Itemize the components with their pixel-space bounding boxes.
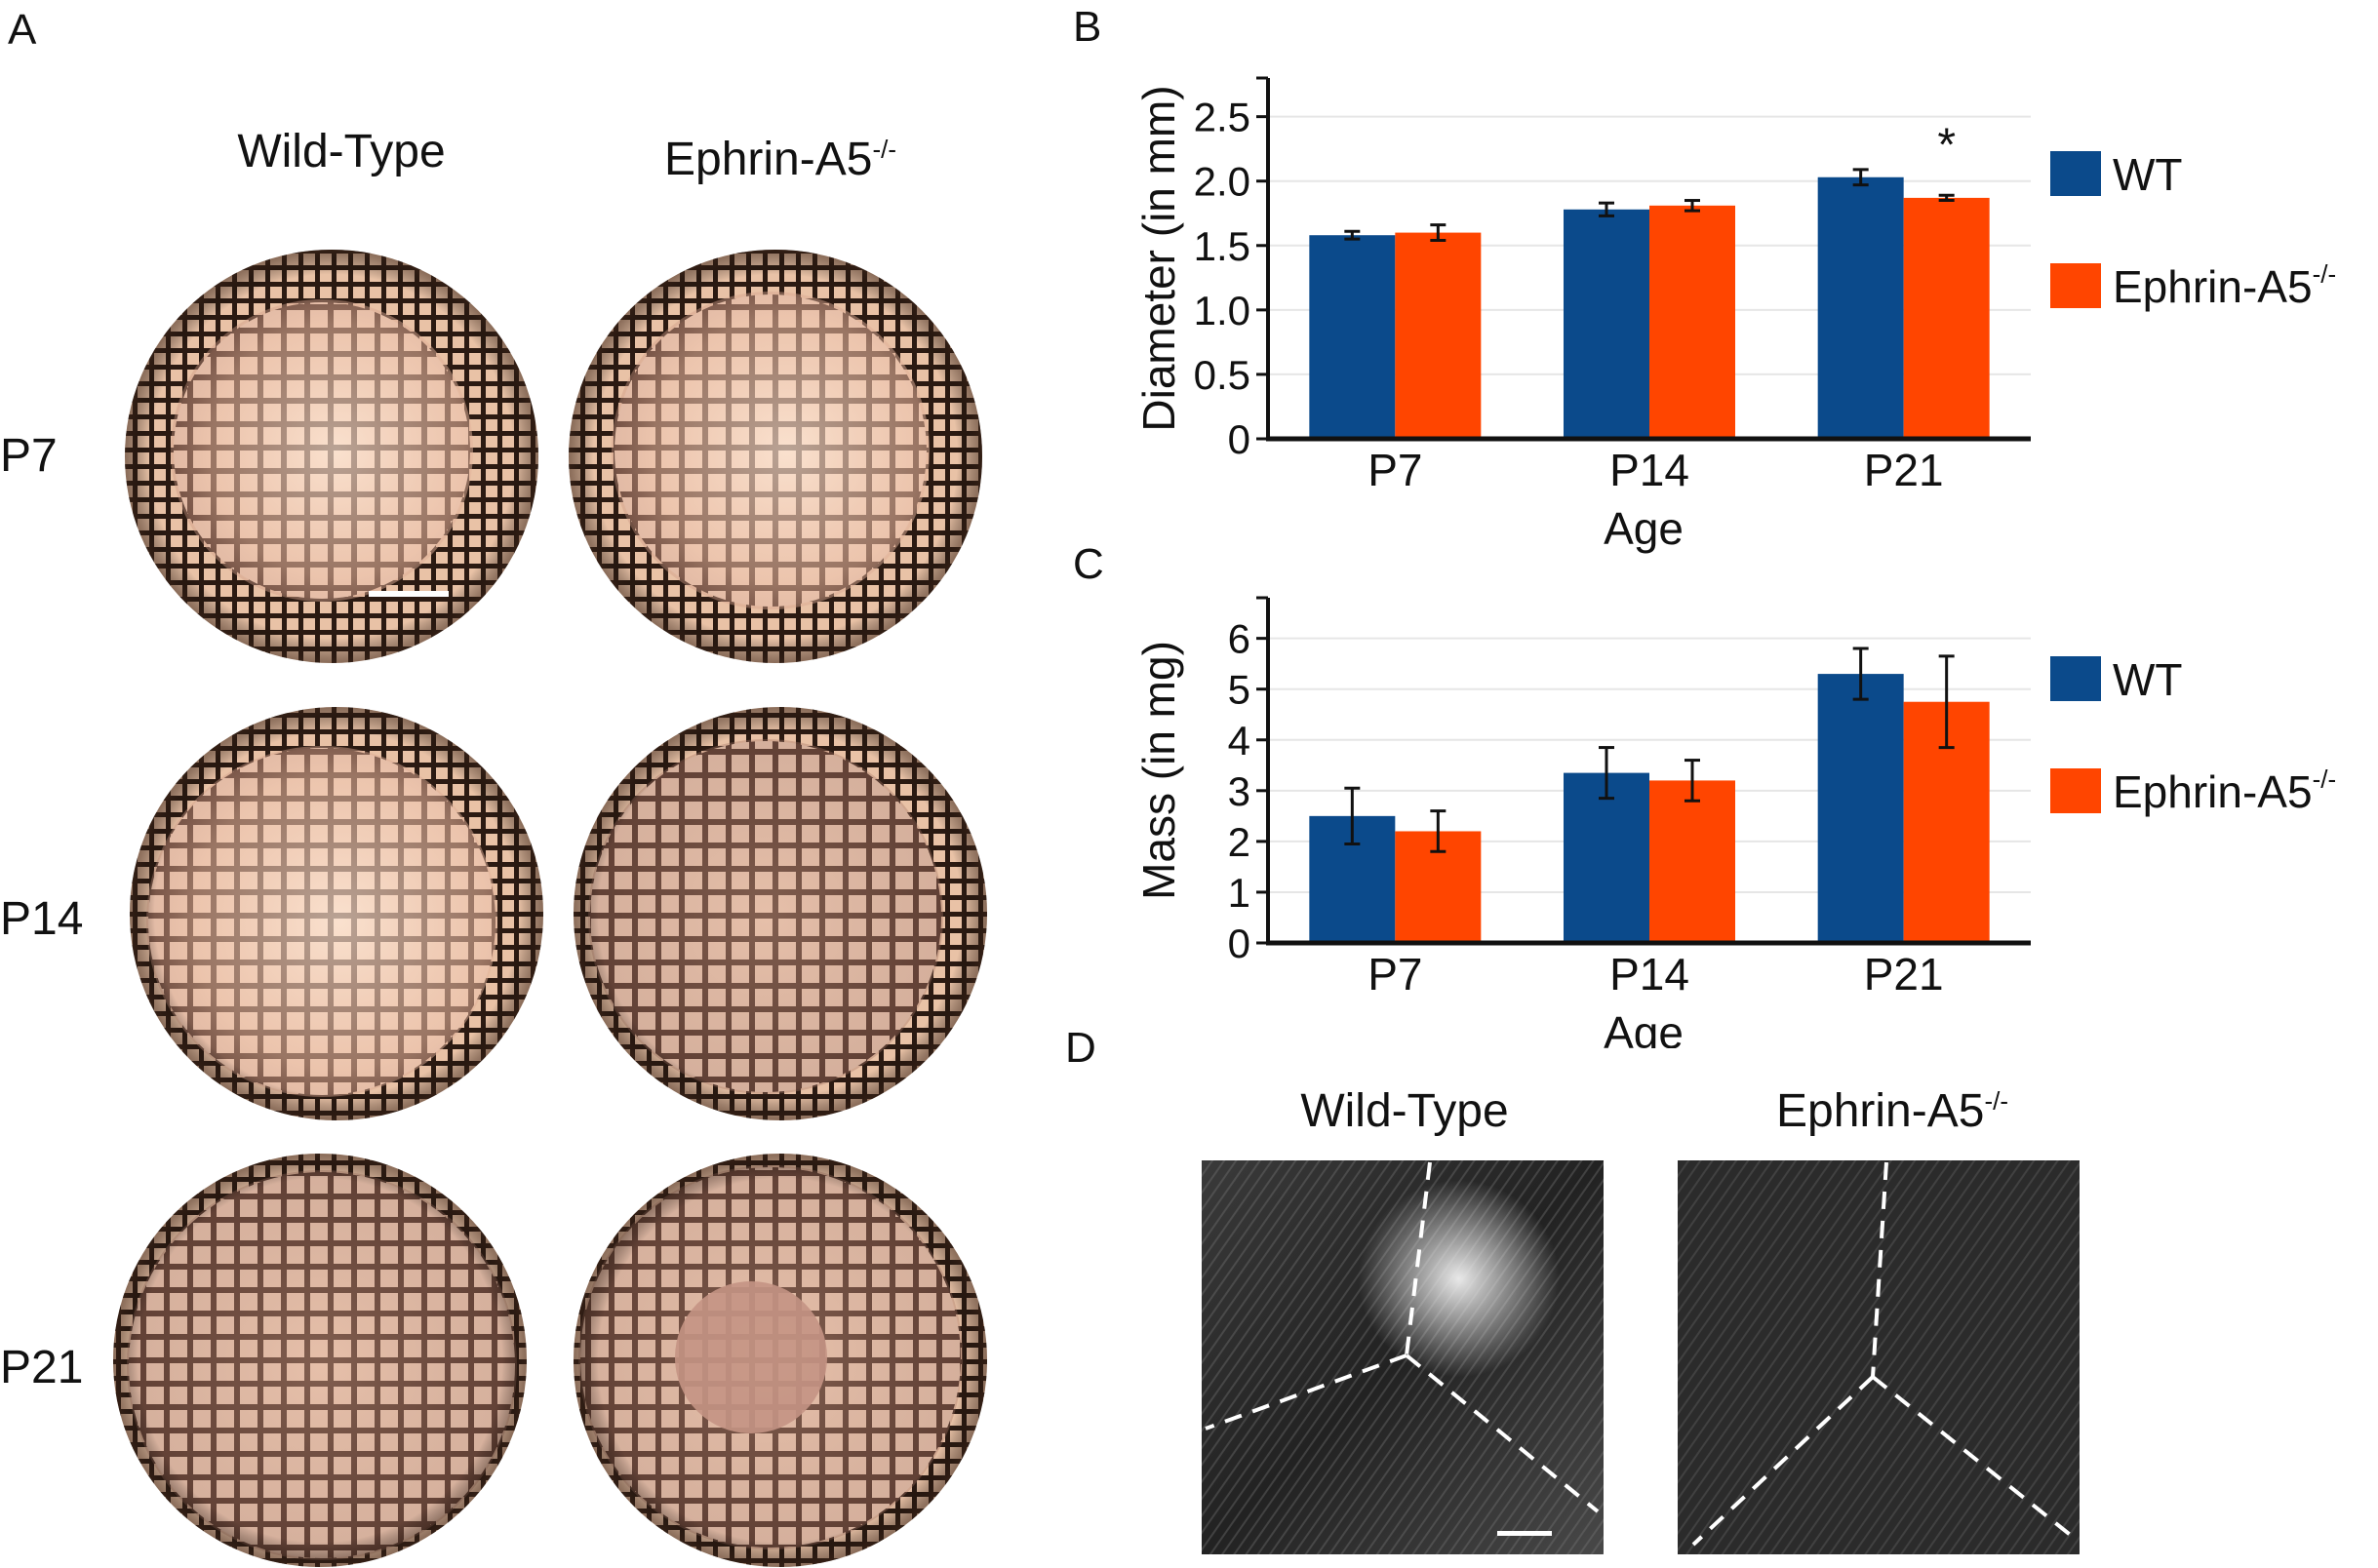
title-text: Ephrin-A5 xyxy=(664,134,873,185)
row-label-p7: P7 xyxy=(0,430,58,482)
y-tick-label: 5 xyxy=(1228,667,1250,713)
legend-swatch-ephrin xyxy=(2050,263,2101,308)
y-tick-label: 2.5 xyxy=(1194,95,1250,140)
title-sup: -/- xyxy=(1984,1086,2008,1116)
legend-label-ephrin: Ephrin-A5-/- xyxy=(2113,764,2336,817)
x-tick-label: P21 xyxy=(1864,949,1944,1000)
fiber-image-wildtype xyxy=(1202,1160,1604,1554)
y-tick-label: 0 xyxy=(1228,921,1250,966)
legend-label-wt: WT xyxy=(2113,654,2183,705)
x-axis-label: Age xyxy=(1604,503,1684,554)
x-tick-label: P14 xyxy=(1609,949,1689,1000)
y-tick-label: 3 xyxy=(1228,768,1250,814)
bar-ephrin-p7 xyxy=(1395,232,1482,439)
bar-wt-p14 xyxy=(1564,209,1649,439)
panel-d-title-ephrin: Ephrin-A5-/- xyxy=(1736,1084,2048,1138)
y-tick-label: 6 xyxy=(1228,616,1250,662)
x-tick-label: P7 xyxy=(1367,445,1422,495)
lens-photo-p14-ephrin xyxy=(574,707,987,1120)
y-tick-label: 0.5 xyxy=(1194,352,1250,398)
x-tick-label: P7 xyxy=(1367,949,1422,1000)
lens-photo-p14-wildtype xyxy=(130,707,543,1120)
scale-bar xyxy=(369,591,449,597)
legend-swatch-wt xyxy=(2050,151,2101,196)
x-tick-label: P21 xyxy=(1864,445,1944,495)
row-label-p21: P21 xyxy=(0,1342,84,1393)
bar-ephrin-p14 xyxy=(1649,780,1735,943)
y-axis-label: Diameter (in mm) xyxy=(1133,85,1184,431)
legend-swatch-ephrin xyxy=(2050,768,2101,813)
lens-photo-p21-ephrin xyxy=(574,1154,987,1567)
y-tick-label: 0 xyxy=(1228,416,1250,462)
panel-d-label: D xyxy=(1065,1024,1096,1072)
y-tick-label: 2 xyxy=(1228,819,1250,865)
panel-b-label: B xyxy=(1073,3,1101,51)
lens-photo-p7-ephrin xyxy=(569,250,982,663)
panel-a-title-wildtype: Wild-Type xyxy=(195,125,488,178)
title-text: Wild-Type xyxy=(1300,1085,1509,1137)
panel-c-label: C xyxy=(1073,541,1104,588)
significance-asterisk: * xyxy=(1937,119,1956,171)
title-sup: -/- xyxy=(872,135,896,164)
legend-label-ephrin: Ephrin-A5-/- xyxy=(2113,259,2336,312)
row-label-p14: P14 xyxy=(0,893,84,945)
x-tick-label: P14 xyxy=(1609,445,1689,495)
legend-superscript: -/- xyxy=(2313,259,2337,289)
legend-swatch-wt xyxy=(2050,656,2101,701)
y-tick-label: 1 xyxy=(1228,870,1250,916)
panel-a-label: A xyxy=(8,6,37,54)
title-text: Ephrin-A5 xyxy=(1776,1085,1985,1137)
y-axis-label: Mass (in mg) xyxy=(1133,641,1184,900)
y-tick-label: 2.0 xyxy=(1194,159,1250,205)
chart-diameter: B 0 0.5 1.0 1.5 2.0 2.5 P7 P14 P21 * Age Diameter (i… xyxy=(1073,3,2336,554)
bar-wt-p14 xyxy=(1564,772,1649,943)
bar-wt-p7 xyxy=(1309,235,1396,439)
bar-wt-p21 xyxy=(1817,674,1904,943)
x-axis-label: Age xyxy=(1604,1007,1684,1048)
panel-a-title-ephrin: Ephrin-A5-/- xyxy=(624,133,936,186)
fiber-image-ephrin xyxy=(1678,1160,2080,1554)
y-tick-label: 1.5 xyxy=(1194,223,1250,269)
y-tick-label: 1.0 xyxy=(1194,288,1250,333)
y-tick-label: 4 xyxy=(1228,718,1250,764)
bar-wt-p21 xyxy=(1817,176,1904,439)
lens-photo-p21-wildtype xyxy=(113,1154,527,1567)
scale-bar xyxy=(1497,1531,1552,1536)
chart-mass: C 0 1 2 34 5 6 P7 P14 P21 Age Mass (in mg) WT Ephrin-… xyxy=(1073,541,2336,1048)
panel-d-title-wildtype: Wild-Type xyxy=(1253,1084,1556,1138)
lens-photo-p7-wildtype xyxy=(125,250,538,663)
bar-ephrin-p21 xyxy=(1903,197,1990,439)
bar-ephrin-p14 xyxy=(1649,205,1735,439)
legend-label-wt: WT xyxy=(2113,149,2183,200)
lens-photo-grid xyxy=(113,250,987,1567)
legend-superscript: -/- xyxy=(2313,764,2337,794)
fiber-image-grid xyxy=(1202,1160,2080,1554)
title-text: Wild-Type xyxy=(237,126,446,177)
